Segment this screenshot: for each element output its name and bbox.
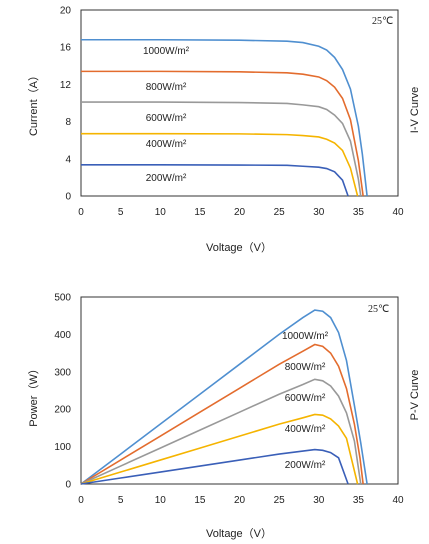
pv-curve-label: 600W/m²: [285, 393, 326, 404]
iv-x-tick-label: 35: [353, 207, 365, 218]
iv-x-tick-label: 15: [194, 207, 206, 218]
pv-x-tick-label: 10: [155, 495, 167, 506]
pv-x-tick-label: 5: [118, 495, 124, 506]
pv-x-tick-label: 40: [392, 495, 404, 506]
iv-x-tick-label: 0: [78, 207, 84, 218]
pv-y-tick-label: 400: [54, 330, 71, 341]
pv-curve-labels: 1000W/m² 800W/m² 600W/m² 400W/m² 200W/m²: [282, 331, 329, 471]
pv-curve-label: 400W/m²: [285, 424, 326, 435]
pv-side-title: P-V Curve: [409, 370, 421, 421]
pv-curve-1000w: [80, 309, 368, 485]
pv-curve-800w: [80, 343, 364, 485]
iv-x-tick-label: 30: [313, 207, 325, 218]
iv-curve-labels: 1000W/m² 800W/m² 600W/m² 400W/m² 200W/m²: [143, 46, 190, 184]
iv-curve-200w: [81, 164, 349, 197]
pv-x-tick-label: 30: [313, 495, 325, 506]
pv-x-tick-label: 25: [274, 495, 286, 506]
iv-y-tick-label: 4: [65, 154, 71, 165]
pv-y-tick-label: 200: [54, 405, 71, 416]
iv-curve-1000w: [81, 38, 368, 197]
iv-side-title: I-V Curve: [409, 87, 421, 133]
pv-y-tick-label: 0: [65, 480, 71, 491]
iv-x-tick-label: 25: [274, 207, 286, 218]
iv-curve-label: 1000W/m²: [143, 46, 190, 57]
pv-curve-200w: [80, 448, 349, 485]
iv-y-axis-title: Current（A）: [27, 70, 40, 136]
pv-curve-label: 800W/m²: [285, 362, 326, 373]
pv-temperature-label: 25℃: [368, 304, 389, 315]
iv-y-tick-label: 16: [60, 43, 72, 54]
iv-y-tick-label: 8: [65, 117, 71, 128]
iv-curve-label: 800W/m²: [146, 82, 187, 93]
iv-chart: 25℃ Voltage（V） Current（A） I-V Curve 0 5 10…: [27, 6, 421, 255]
iv-y-tick-label: 20: [60, 6, 72, 17]
iv-x-tick-label: 20: [234, 207, 246, 218]
pv-y-tick-label: 300: [54, 367, 71, 378]
pv-y-tick-label: 100: [54, 442, 71, 453]
iv-x-tick-label: 40: [392, 207, 404, 218]
iv-y-tick-label: 0: [65, 192, 71, 203]
iv-curves: [81, 38, 368, 197]
iv-x-tick-label: 10: [155, 207, 167, 218]
pv-chart: 25℃ Voltage（V） Power（W） P-V Curve 0 5 10 15…: [27, 293, 421, 541]
iv-curve-800w: [81, 70, 364, 197]
pv-y-axis-title: Power（W）: [27, 363, 40, 427]
iv-ticks: 0 5 10 15 20 25 30 35 40 0 4 8 12 16 20: [60, 6, 404, 219]
pv-y-tick-label: 500: [54, 293, 71, 304]
pv-x-tick-label: 20: [234, 495, 246, 506]
iv-x-tick-label: 5: [118, 207, 124, 218]
pv-x-axis-title: Voltage（V）: [206, 527, 272, 540]
pv-curve-600w: [80, 378, 362, 485]
pv-curve-400w: [80, 413, 359, 485]
iv-x-axis-title: Voltage（V）: [206, 241, 272, 254]
iv-curve-label: 400W/m²: [146, 139, 187, 150]
pv-curves: [80, 309, 368, 485]
pv-x-tick-label: 35: [353, 495, 365, 506]
iv-curve-600w: [81, 101, 362, 197]
iv-curve-400w: [81, 132, 359, 197]
iv-y-tick-label: 12: [60, 80, 72, 91]
pv-plot-frame: [80, 296, 399, 485]
pv-x-tick-label: 0: [78, 495, 84, 506]
iv-plot-frame: [80, 9, 399, 197]
pv-curve-label: 200W/m²: [285, 460, 326, 471]
pv-x-tick-label: 15: [194, 495, 206, 506]
iv-curve-label: 200W/m²: [146, 173, 187, 184]
iv-temperature-label: 25℃: [372, 16, 393, 27]
iv-curve-label: 600W/m²: [146, 113, 187, 124]
pv-curve-label: 1000W/m²: [282, 331, 329, 342]
